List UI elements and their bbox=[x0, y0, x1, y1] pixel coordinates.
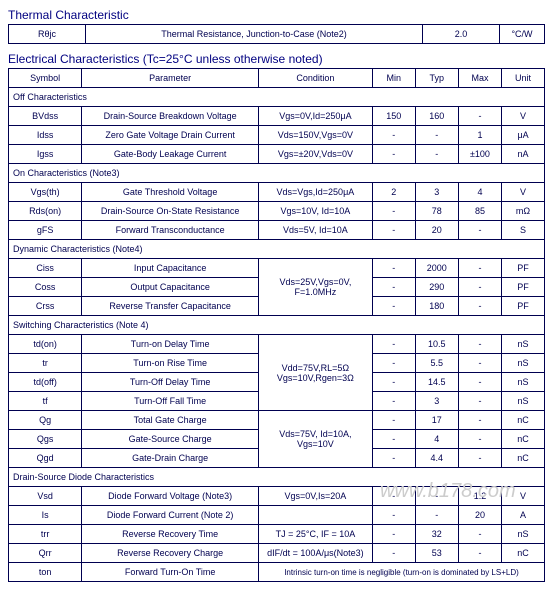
sect-diode: Drain-Source Diode Characteristics bbox=[9, 468, 545, 487]
sect-sw: Switching Characteristics (Note 4) bbox=[9, 316, 545, 335]
header-row: Symbol Parameter Condition Min Typ Max U… bbox=[9, 69, 545, 88]
elec-table: Symbol Parameter Condition Min Typ Max U… bbox=[8, 68, 545, 582]
hdr-max: Max bbox=[458, 69, 501, 88]
sect-dyn: Dynamic Characteristics (Note4) bbox=[9, 240, 545, 259]
table-row: QrrReverse Recovery ChargedIF/dt = 100A/… bbox=[9, 544, 545, 563]
thermal-title: Thermal Characteristic bbox=[8, 8, 545, 22]
table-row: BVdssDrain-Source Breakdown VoltageVgs=0… bbox=[9, 107, 545, 126]
table-row: Vgs(th)Gate Threshold VoltageVds=Vgs,Id=… bbox=[9, 183, 545, 202]
thermal-table: Rθjc Thermal Resistance, Junction-to-Cas… bbox=[8, 24, 545, 44]
thermal-symbol: Rθjc bbox=[9, 25, 86, 44]
table-row: gFSForward TransconductanceVds=5V, Id=10… bbox=[9, 221, 545, 240]
sect-off: Off Characteristics bbox=[9, 88, 545, 107]
elec-title: Electrical Characteristics (Tc=25°C unle… bbox=[8, 52, 545, 66]
table-row: QgTotal Gate ChargeVds=75V, Id=10A, Vgs=… bbox=[9, 411, 545, 430]
thermal-unit: °C/W bbox=[500, 25, 545, 44]
table-row: IsDiode Forward Current (Note 2)--20A bbox=[9, 506, 545, 525]
hdr-param: Parameter bbox=[82, 69, 259, 88]
table-row: VsdDiode Forward Voltage (Note3)Vgs=0V,I… bbox=[9, 487, 545, 506]
table-row: IgssGate-Body Leakage CurrentVgs=±20V,Vd… bbox=[9, 145, 545, 164]
hdr-cond: Condition bbox=[258, 69, 372, 88]
table-row: tonForward Turn-On TimeIntrinsic turn-on… bbox=[9, 563, 545, 582]
hdr-symbol: Symbol bbox=[9, 69, 82, 88]
table-row: IdssZero Gate Voltage Drain CurrentVds=1… bbox=[9, 126, 545, 145]
hdr-unit: Unit bbox=[502, 69, 545, 88]
table-row: Rds(on)Drain-Source On-State ResistanceV… bbox=[9, 202, 545, 221]
hdr-min: Min bbox=[372, 69, 415, 88]
thermal-param: Thermal Resistance, Junction-to-Case (No… bbox=[86, 25, 423, 44]
hdr-typ: Typ bbox=[415, 69, 458, 88]
table-row: trrReverse Recovery TimeTJ = 25°C, IF = … bbox=[9, 525, 545, 544]
table-row: CissInput CapacitanceVds=25V,Vgs=0V, F=1… bbox=[9, 259, 545, 278]
table-row: td(on)Turn-on Delay TimeVdd=75V,RL=5Ω Vg… bbox=[9, 335, 545, 354]
thermal-val: 2.0 bbox=[423, 25, 500, 44]
sect-on: On Characteristics (Note3) bbox=[9, 164, 545, 183]
